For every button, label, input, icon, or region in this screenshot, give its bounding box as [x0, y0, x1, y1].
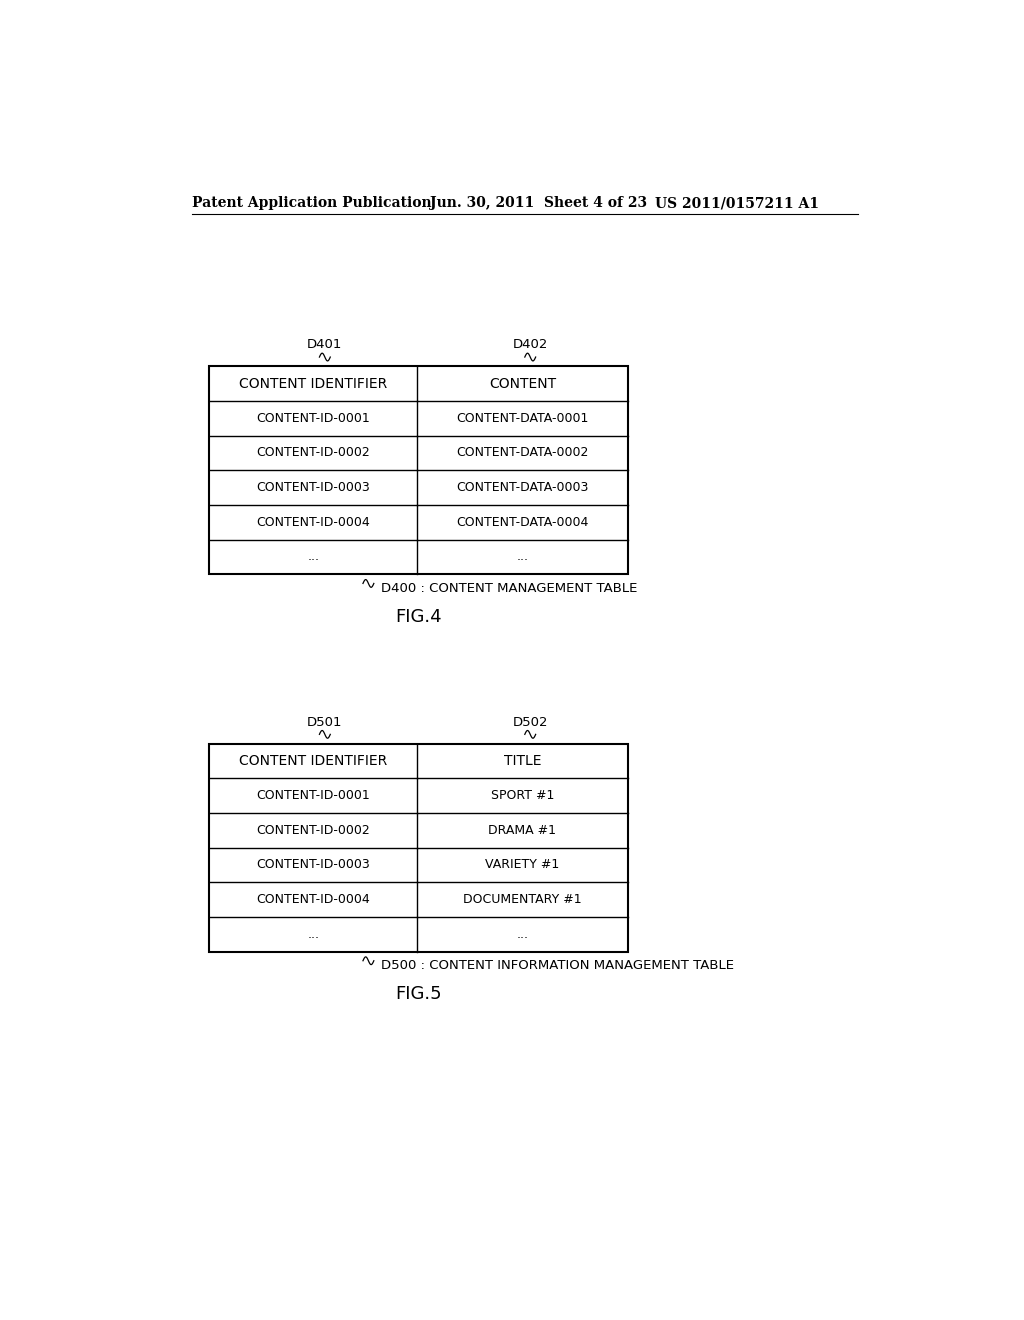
Text: D500 : CONTENT INFORMATION MANAGEMENT TABLE: D500 : CONTENT INFORMATION MANAGEMENT TA… — [381, 958, 734, 972]
Bar — [209, 367, 628, 574]
Text: CONTENT IDENTIFIER: CONTENT IDENTIFIER — [239, 754, 387, 768]
Text: FIG.5: FIG.5 — [395, 985, 442, 1003]
Text: CONTENT IDENTIFIER: CONTENT IDENTIFIER — [239, 376, 387, 391]
Text: CONTENT-ID-0003: CONTENT-ID-0003 — [256, 858, 370, 871]
Text: CONTENT-DATA-0004: CONTENT-DATA-0004 — [457, 516, 589, 529]
Text: Jun. 30, 2011  Sheet 4 of 23: Jun. 30, 2011 Sheet 4 of 23 — [430, 197, 647, 210]
Text: CONTENT-ID-0002: CONTENT-ID-0002 — [256, 824, 370, 837]
Text: ...: ... — [307, 550, 319, 564]
Text: D502: D502 — [512, 715, 548, 729]
Text: D402: D402 — [513, 338, 548, 351]
Text: ...: ... — [516, 550, 528, 564]
Text: D401: D401 — [307, 338, 343, 351]
Text: CONTENT-ID-0001: CONTENT-ID-0001 — [256, 789, 370, 803]
Text: ...: ... — [516, 928, 528, 941]
Text: D400 : CONTENT MANAGEMENT TABLE: D400 : CONTENT MANAGEMENT TABLE — [381, 582, 637, 594]
Text: CONTENT-DATA-0001: CONTENT-DATA-0001 — [457, 412, 589, 425]
Text: Patent Application Publication: Patent Application Publication — [191, 197, 431, 210]
Text: DRAMA #1: DRAMA #1 — [488, 824, 556, 837]
Text: TITLE: TITLE — [504, 754, 542, 768]
Bar — [209, 743, 628, 952]
Text: ...: ... — [307, 928, 319, 941]
Text: CONTENT-ID-0002: CONTENT-ID-0002 — [256, 446, 370, 459]
Text: CONTENT-ID-0003: CONTENT-ID-0003 — [256, 480, 370, 494]
Text: D501: D501 — [307, 715, 343, 729]
Text: SPORT #1: SPORT #1 — [490, 789, 554, 803]
Text: CONTENT-ID-0001: CONTENT-ID-0001 — [256, 412, 370, 425]
Text: FIG.4: FIG.4 — [395, 607, 442, 626]
Text: CONTENT-ID-0004: CONTENT-ID-0004 — [256, 516, 370, 529]
Text: CONTENT-DATA-0003: CONTENT-DATA-0003 — [457, 480, 589, 494]
Text: US 2011/0157211 A1: US 2011/0157211 A1 — [655, 197, 819, 210]
Text: CONTENT-DATA-0002: CONTENT-DATA-0002 — [457, 446, 589, 459]
Text: CONTENT: CONTENT — [488, 376, 556, 391]
Text: VARIETY #1: VARIETY #1 — [485, 858, 559, 871]
Text: DOCUMENTARY #1: DOCUMENTARY #1 — [463, 894, 582, 906]
Text: CONTENT-ID-0004: CONTENT-ID-0004 — [256, 894, 370, 906]
